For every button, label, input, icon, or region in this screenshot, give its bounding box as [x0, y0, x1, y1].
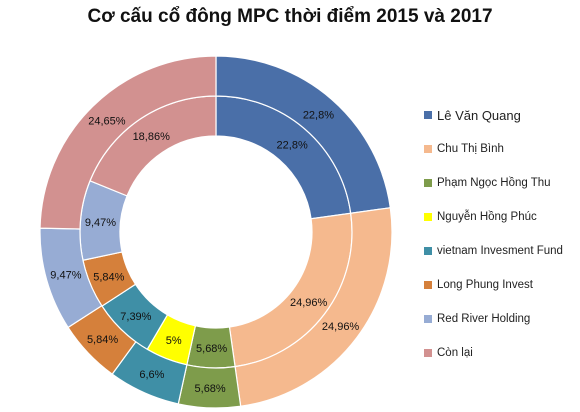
- legend-swatch: [424, 247, 432, 255]
- legend-item-0: Lê Văn Quang: [424, 98, 580, 132]
- data-label-outer-0: 22,8%: [303, 109, 334, 121]
- data-label-inner-1: 24,96%: [290, 297, 328, 309]
- legend-swatch: [424, 281, 432, 289]
- data-label-outer-5: 5,84%: [87, 334, 118, 346]
- legend-label: Nguyễn Hồng Phúc: [437, 211, 537, 223]
- data-label-outer-1: 24,96%: [322, 321, 360, 333]
- data-label-inner-0: 22,8%: [277, 140, 308, 152]
- legend-item-5: Long Phung Invest: [424, 268, 580, 302]
- data-label-inner-2: 5,68%: [196, 343, 227, 355]
- chart-legend: Lê Văn Quang Chu Thị Bình Phạm Ngọc Hồng T…: [424, 98, 580, 370]
- legend-label: vietnam Invesment Fund: [437, 245, 563, 257]
- legend-item-1: Chu Thị Bình: [424, 132, 580, 166]
- chart-title: Cơ cấu cổ đông MPC thời điểm 2015 và 201…: [87, 6, 493, 27]
- legend-swatch: [424, 111, 432, 119]
- legend-item-2: Phạm Ngọc Hồng Thu: [424, 166, 580, 200]
- legend-item-4: vietnam Invesment Fund: [424, 234, 580, 268]
- legend-label: Còn lại: [437, 347, 473, 359]
- data-label-outer-6: 9,47%: [50, 269, 81, 281]
- slice-outer-7: [39, 55, 217, 230]
- data-label-inner-7: 18,86%: [133, 131, 171, 143]
- data-label-inner-5: 5,84%: [93, 271, 124, 283]
- legend-item-3: Nguyễn Hồng Phúc: [424, 200, 580, 234]
- legend-swatch: [424, 315, 432, 323]
- legend-swatch: [424, 349, 432, 357]
- legend-label: Phạm Ngọc Hồng Thu: [437, 177, 551, 189]
- legend-label: Long Phung Invest: [437, 279, 533, 291]
- data-label-inner-3: 5%: [166, 335, 182, 347]
- legend-item-6: Red River Holding: [424, 302, 580, 336]
- legend-label: Lê Văn Quang: [437, 107, 521, 123]
- legend-swatch: [424, 179, 432, 187]
- data-label-inner-4: 7,39%: [120, 311, 151, 323]
- data-label-outer-4: 6,6%: [139, 369, 164, 381]
- legend-label: Red River Holding: [437, 313, 531, 325]
- legend-swatch: [424, 145, 432, 153]
- legend-label: Chu Thị Bình: [437, 143, 504, 155]
- legend-swatch: [424, 213, 432, 221]
- data-label-outer-2: 5,68%: [195, 383, 226, 395]
- data-label-inner-6: 9,47%: [85, 217, 116, 229]
- legend-item-7: Còn lại: [424, 336, 580, 370]
- data-label-outer-7: 24,65%: [88, 115, 126, 127]
